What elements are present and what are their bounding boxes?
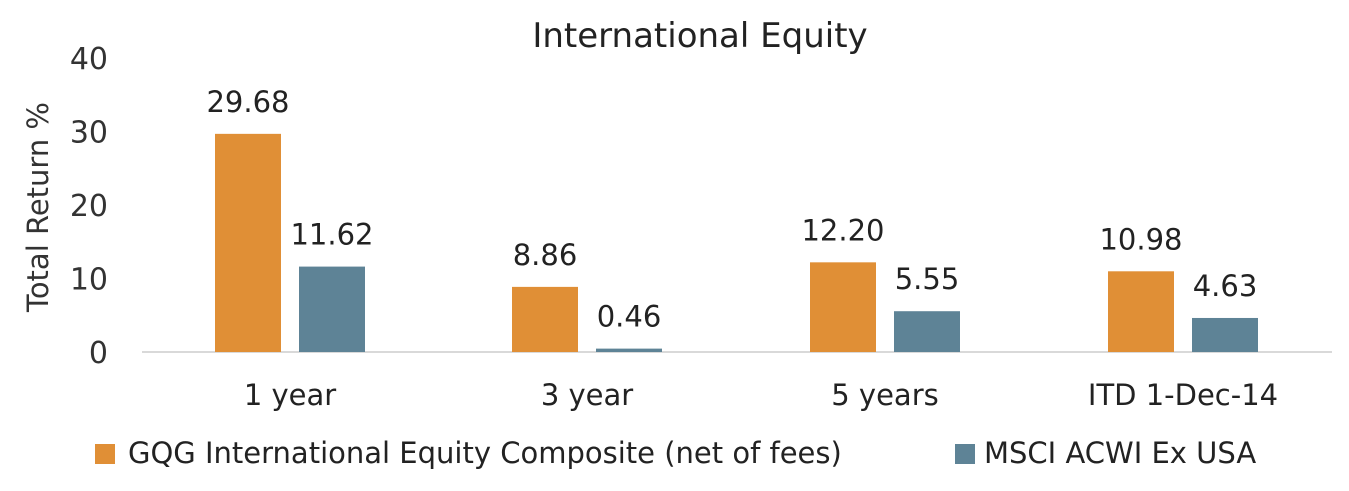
x-category-label: 5 years: [831, 378, 938, 412]
legend-label: GQG International Equity Composite (net …: [128, 436, 842, 470]
y-tick-label: 20: [70, 189, 108, 224]
x-category-label: 3 year: [541, 378, 633, 412]
bar-value-label: 4.63: [1193, 269, 1258, 303]
data-labels-group: 29.68 11.62 8.86 0.46 12.20 5.55 10.98 4.63: [206, 85, 1257, 334]
bar-value-label: 10.98: [1099, 222, 1182, 256]
bar-value-label: 8.86: [513, 238, 578, 272]
bar-composite: [215, 133, 281, 352]
legend-swatch: [95, 444, 115, 464]
y-tick-label: 10: [70, 263, 108, 298]
y-axis-ticks: 0 10 20 30 40: [70, 42, 108, 371]
bar-composite: [810, 262, 876, 352]
chart-title: International Equity: [532, 16, 867, 56]
bar-value-label: 11.62: [290, 218, 373, 252]
bar-benchmark: [299, 266, 365, 352]
bar-value-label: 29.68: [206, 85, 289, 119]
y-tick-label: 30: [70, 116, 108, 151]
y-axis-label: Total Return %: [21, 102, 55, 313]
bar-composite: [1108, 271, 1174, 352]
legend: GQG International Equity Composite (net …: [95, 436, 1256, 470]
x-category-label: 1 year: [244, 378, 336, 412]
bar-benchmark: [1192, 317, 1258, 352]
bars-group: [215, 133, 1258, 352]
y-tick-label: 0: [89, 336, 108, 371]
x-axis-categories: 1 year 3 year 5 years ITD 1-Dec-14: [244, 378, 1278, 412]
legend-label: MSCI ACWI Ex USA: [984, 436, 1256, 470]
bar-value-label: 12.20: [801, 213, 884, 247]
bar-benchmark: [894, 311, 960, 352]
bar-benchmark: [596, 348, 662, 352]
bar-value-label: 5.55: [895, 262, 960, 296]
bar-value-label: 0.46: [597, 300, 662, 334]
x-category-label: ITD 1-Dec-14: [1088, 378, 1278, 412]
legend-swatch: [955, 444, 975, 464]
bar-composite: [512, 286, 578, 352]
y-tick-label: 40: [70, 42, 108, 77]
